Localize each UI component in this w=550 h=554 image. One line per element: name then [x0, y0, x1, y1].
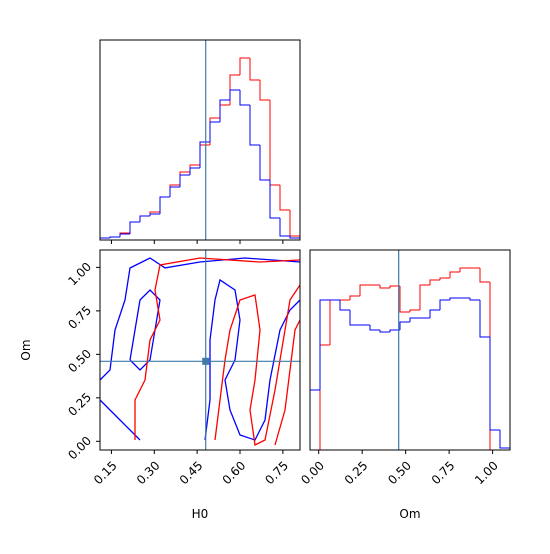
- x-tick-label: 0.00: [298, 458, 327, 487]
- hist-step: [129, 221, 140, 234]
- hist-step: [139, 215, 150, 222]
- hist-step: [379, 285, 390, 289]
- hist-step: [349, 295, 360, 300]
- hist-step: [419, 284, 430, 310]
- hist-step: [239, 90, 250, 106]
- hist-step: [169, 186, 180, 197]
- hist-step: [389, 285, 400, 288]
- hist-step: [249, 58, 260, 81]
- hist-step: [159, 196, 170, 214]
- hist-step: [429, 309, 440, 318]
- hist-step: [349, 310, 360, 326]
- hist-step: [269, 100, 280, 186]
- x-tick-label: 0.15: [91, 458, 120, 487]
- hist-step: [389, 329, 400, 332]
- hist-step: [269, 180, 280, 219]
- hist-step: [249, 105, 260, 146]
- hist-step: [319, 299, 330, 390]
- contour-line: [214, 284, 301, 446]
- hist-step: [279, 185, 290, 211]
- hist-step: [109, 236, 120, 238]
- x-tick-label: 0.50: [385, 458, 414, 487]
- panel-frame: [309, 249, 511, 451]
- hist-step: [489, 337, 500, 431]
- hist-step: [399, 321, 410, 330]
- hist-step: [199, 141, 210, 168]
- panel-frame: [99, 249, 301, 451]
- hist-step: [139, 215, 150, 222]
- hist-step: [369, 325, 380, 331]
- hist-step: [179, 171, 190, 185]
- x-tick-label: 0.60: [220, 458, 249, 487]
- panel-frame: [99, 39, 301, 241]
- hist-step: [159, 196, 170, 212]
- hist-step: [329, 299, 340, 345]
- hist-step: [309, 389, 320, 450]
- hist-step: [149, 213, 160, 216]
- hist-step: [459, 267, 470, 272]
- hist-step: [219, 99, 230, 122]
- truth-point: [202, 357, 210, 365]
- hist-step: [489, 282, 500, 451]
- hist-step: [239, 57, 250, 75]
- x-tick-label: 0.25: [342, 458, 371, 487]
- hist-step: [259, 80, 270, 101]
- hist-step: [209, 121, 220, 142]
- x-tick-label: 1.00: [472, 458, 501, 487]
- hist-step: [429, 279, 440, 285]
- hist-step: [189, 167, 200, 175]
- y-axis-label: Om: [19, 339, 33, 360]
- hist-step: [129, 221, 140, 233]
- x-tick-label: 0.30: [134, 458, 163, 487]
- hist-step: [339, 300, 350, 311]
- hist-step: [259, 145, 270, 181]
- hist-step: [449, 271, 460, 278]
- hist-step: [289, 236, 301, 240]
- hist-step: [279, 218, 290, 237]
- x-axis-label: H0: [192, 507, 209, 521]
- hist-step: [439, 277, 450, 280]
- contour-line: [99, 399, 141, 441]
- x-tick-label: 0.75: [429, 458, 458, 487]
- x-tick-label: 0.75: [262, 458, 291, 487]
- contour-line: [129, 289, 161, 371]
- hist-step: [319, 344, 330, 450]
- hist-step: [219, 104, 230, 118]
- hist-step: [479, 268, 490, 283]
- hist-step: [229, 89, 240, 100]
- hist-step: [359, 284, 370, 296]
- hist-step: [479, 300, 490, 338]
- hist-step: [119, 233, 130, 237]
- y-tick-label: 0.00: [65, 434, 94, 463]
- contour-line: [134, 257, 301, 440]
- y-tick-label: 0.50: [65, 347, 94, 376]
- hist-step: [289, 210, 301, 240]
- hist-step: [379, 330, 390, 333]
- hist-step: [199, 144, 210, 165]
- hist-step: [409, 317, 420, 322]
- x-axis-label: Om: [399, 507, 420, 521]
- contour-line: [274, 319, 301, 446]
- hist-step: [439, 299, 450, 310]
- hist-step: [469, 298, 480, 301]
- y-tick-label: 0.25: [65, 390, 94, 419]
- contour-line: [204, 278, 301, 441]
- hist-step: [499, 430, 511, 450]
- hist-step: [409, 309, 420, 312]
- hist-step: [179, 174, 190, 187]
- hist-step: [399, 286, 410, 313]
- hist-step: [449, 297, 460, 300]
- y-tick-label: 0.75: [65, 303, 94, 332]
- x-tick-label: 0.45: [177, 458, 206, 487]
- y-tick-label: 1.00: [65, 260, 94, 289]
